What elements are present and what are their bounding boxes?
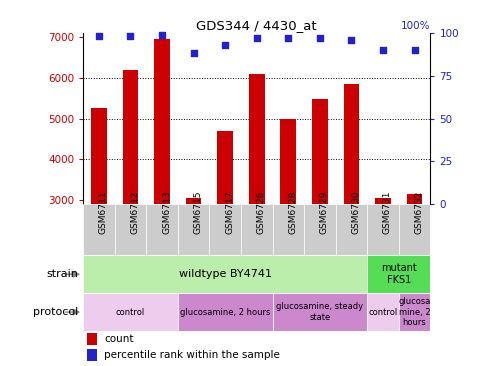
Point: [252, 35, 260, 41]
Point: [126, 33, 134, 39]
Text: control: control: [116, 307, 145, 317]
Bar: [272, 293, 366, 331]
Point: [158, 32, 165, 38]
Title: GDS344 / 4430_at: GDS344 / 4430_at: [196, 19, 316, 32]
Text: GSM6715: GSM6715: [193, 190, 202, 234]
Bar: [398, 204, 429, 255]
Bar: [83, 293, 178, 331]
Point: [221, 42, 228, 48]
Text: 100%: 100%: [400, 21, 429, 31]
Bar: [304, 204, 335, 255]
Text: GSM6711: GSM6711: [99, 190, 108, 234]
Point: [284, 35, 292, 41]
Text: glucosa
mine, 2
hours: glucosa mine, 2 hours: [398, 297, 430, 327]
Text: GSM6730: GSM6730: [351, 190, 360, 234]
Text: control: control: [367, 307, 397, 317]
Text: protocol: protocol: [33, 307, 78, 317]
Text: GSM6729: GSM6729: [319, 190, 328, 234]
Point: [95, 33, 102, 39]
Bar: [83, 204, 115, 255]
Text: count: count: [104, 334, 133, 344]
Bar: [248, 74, 264, 322]
Text: GSM6726: GSM6726: [256, 190, 265, 234]
Bar: [209, 204, 241, 255]
Bar: [366, 204, 398, 255]
Text: percentile rank within the sample: percentile rank within the sample: [104, 350, 279, 360]
Bar: [185, 198, 201, 322]
Point: [378, 47, 386, 53]
Bar: [146, 204, 178, 255]
Bar: [178, 293, 272, 331]
Bar: [366, 293, 398, 331]
Bar: [335, 204, 366, 255]
Text: GSM6712: GSM6712: [130, 190, 139, 234]
Bar: [374, 198, 390, 322]
Bar: [115, 204, 146, 255]
Text: GSM6713: GSM6713: [162, 190, 171, 234]
Bar: [280, 119, 296, 322]
Point: [347, 37, 355, 43]
Bar: [241, 204, 272, 255]
Bar: [311, 99, 327, 322]
Bar: [91, 108, 106, 322]
Text: strain: strain: [46, 269, 78, 279]
Text: GSM6728: GSM6728: [288, 190, 297, 234]
Text: wildtype BY4741: wildtype BY4741: [178, 269, 271, 279]
Bar: [343, 84, 359, 322]
Bar: [86, 333, 97, 345]
Bar: [86, 349, 97, 361]
Text: GSM6717: GSM6717: [224, 190, 234, 234]
Bar: [122, 70, 138, 322]
Bar: [406, 194, 422, 322]
Bar: [217, 131, 233, 322]
Bar: [272, 204, 304, 255]
Point: [315, 35, 323, 41]
Text: glucosamine, 2 hours: glucosamine, 2 hours: [180, 307, 270, 317]
Text: glucosamine, steady
state: glucosamine, steady state: [276, 302, 363, 322]
Text: mutant
FKS1: mutant FKS1: [380, 264, 416, 285]
Point: [410, 47, 418, 53]
Bar: [83, 255, 366, 293]
Bar: [366, 255, 429, 293]
Point: [189, 51, 197, 56]
Bar: [154, 39, 170, 322]
Bar: [178, 204, 209, 255]
Text: GSM6732: GSM6732: [414, 190, 423, 234]
Text: GSM6731: GSM6731: [382, 190, 391, 234]
Bar: [398, 293, 429, 331]
